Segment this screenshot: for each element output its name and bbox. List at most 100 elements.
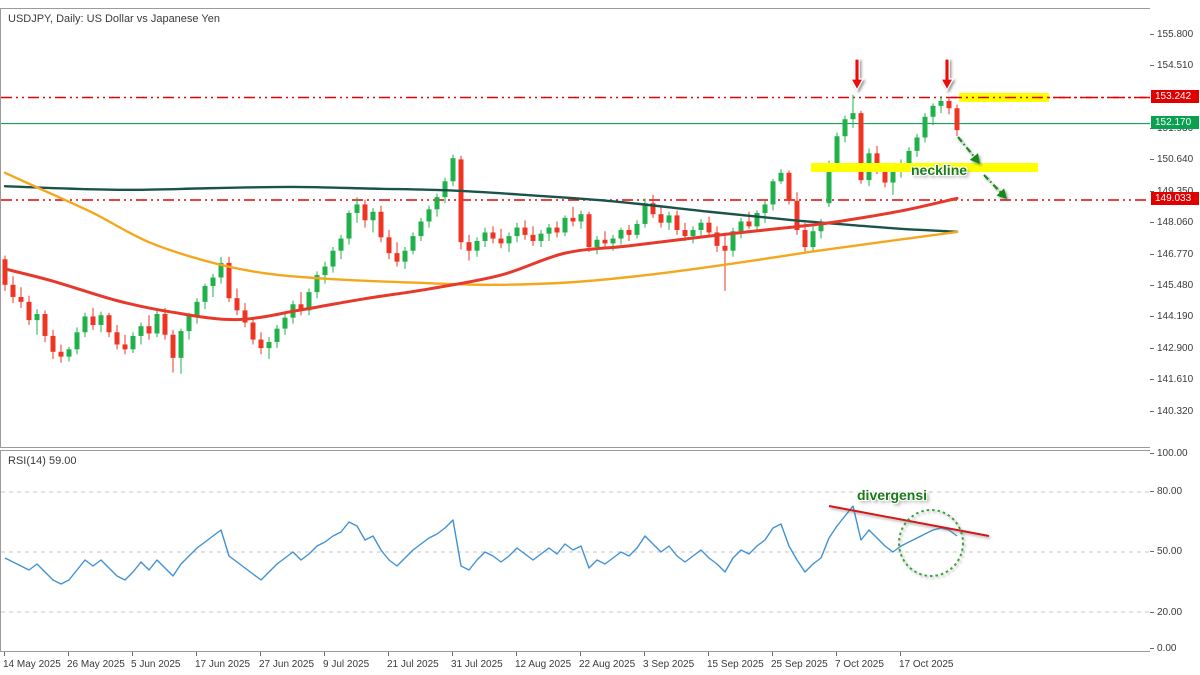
candle — [330, 247, 336, 273]
candle — [90, 307, 96, 330]
down-arrow-icon — [849, 58, 865, 92]
candle — [354, 197, 360, 223]
candle — [842, 115, 848, 143]
rsi-axis[interactable]: 100.00 80.00 50.00 20.00 0.00 — [1150, 447, 1200, 654]
date-tick-label: 22 Aug 2025 — [579, 659, 636, 670]
yellow-zone — [811, 163, 1038, 172]
divergence-circle[interactable] — [898, 509, 964, 577]
date-tick-mark — [68, 652, 69, 656]
candle — [770, 178, 776, 211]
ma-dark-green — [3, 184, 959, 233]
candle — [322, 261, 328, 284]
candle — [594, 236, 600, 255]
price-tick-label: 148.060 — [1150, 217, 1193, 229]
candle — [98, 311, 104, 333]
date-tick-mark — [196, 652, 197, 656]
candle — [506, 232, 512, 252]
date-tick-label: 5 Jun 2025 — [131, 659, 181, 670]
candle — [514, 222, 520, 243]
candle — [202, 283, 208, 310]
candle — [362, 199, 368, 228]
rsi-tick-label: 100.00 — [1150, 447, 1188, 459]
candle — [490, 226, 496, 244]
candle — [106, 312, 112, 338]
candle — [946, 97, 952, 115]
candle — [802, 222, 808, 254]
candle — [242, 303, 248, 328]
price-axis[interactable]: 155.800154.510151.930150.640149.350148.0… — [1150, 8, 1200, 448]
price-tick-label: 145.480 — [1150, 280, 1193, 292]
candle — [426, 205, 432, 228]
candle — [34, 309, 40, 335]
candle — [282, 314, 288, 335]
rsi-tick-label: 80.00 — [1150, 485, 1182, 497]
candle — [378, 205, 384, 243]
candle — [162, 307, 168, 340]
price-chart-canvas[interactable] — [1, 9, 1151, 448]
candle — [130, 332, 136, 353]
candle — [114, 324, 120, 350]
candle — [954, 104, 960, 137]
candle — [810, 226, 816, 251]
candle — [674, 210, 680, 235]
candle — [18, 287, 24, 308]
candle — [410, 232, 416, 255]
date-tick-label: 14 May 2025 — [3, 659, 61, 670]
date-tick-mark — [644, 652, 645, 656]
candle — [10, 276, 16, 304]
date-tick-mark — [132, 652, 133, 656]
candle — [306, 288, 312, 316]
rsi-line — [4, 505, 958, 585]
date-tick-mark — [324, 652, 325, 656]
rsi-tick-label: 0.00 — [1150, 642, 1176, 654]
candle — [922, 113, 928, 143]
candle — [250, 317, 256, 345]
divergence-trendline[interactable] — [828, 505, 990, 537]
main-chart-panel: USDJPY, Daily: US Dollar vs Japanese Yen — [0, 8, 1151, 448]
price-tick-label: 144.190 — [1150, 311, 1193, 323]
green-dashed-arrow-icon — [957, 136, 980, 164]
candle — [762, 200, 768, 223]
candle — [722, 234, 728, 291]
price-tick-label: 154.510 — [1150, 60, 1193, 72]
rsi-tick-label: 50.00 — [1150, 545, 1182, 557]
candle — [194, 298, 200, 324]
candle — [498, 228, 504, 249]
price-tick-label: 140.320 — [1150, 405, 1193, 417]
candle — [346, 210, 352, 245]
date-tick-label: 17 Jun 2025 — [195, 659, 251, 670]
candle — [858, 110, 864, 184]
time-axis[interactable]: 14 May 2025 26 May 2025 5 Jun 2025 17 Jun 2… — [0, 652, 1150, 675]
date-tick-label: 15 Sep 2025 — [707, 659, 764, 670]
candle — [530, 226, 536, 246]
candle — [234, 288, 240, 316]
price-tick-label: 155.800 — [1150, 28, 1193, 40]
candle — [170, 329, 176, 373]
candle — [466, 234, 472, 261]
candle — [666, 211, 672, 231]
candle — [210, 273, 216, 297]
candle — [458, 155, 464, 250]
candle — [178, 328, 184, 374]
candle — [370, 208, 376, 233]
price-tick-label: 146.770 — [1150, 248, 1193, 260]
rsi-chart-canvas[interactable] — [1, 451, 1151, 652]
candle — [546, 223, 552, 241]
candle — [618, 227, 624, 245]
candle — [338, 234, 344, 260]
candle — [386, 230, 392, 260]
rsi-panel: RSI(14) 59.00 — [0, 450, 1151, 652]
candle — [914, 133, 920, 157]
candle — [578, 210, 584, 229]
candle — [418, 217, 424, 241]
candle — [26, 295, 32, 325]
candle — [74, 327, 80, 355]
date-tick-mark — [4, 652, 5, 656]
candle — [778, 169, 784, 184]
candle — [186, 312, 192, 340]
price-tick-label: 150.640 — [1150, 154, 1193, 166]
candle — [146, 315, 152, 340]
candle — [394, 242, 400, 267]
candle — [690, 226, 696, 244]
candle — [154, 310, 160, 338]
